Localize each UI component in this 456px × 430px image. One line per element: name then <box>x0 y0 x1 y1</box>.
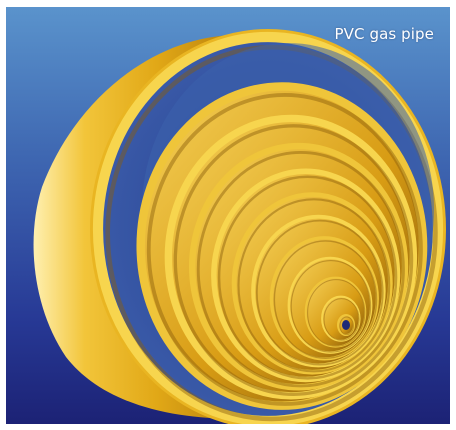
pipe-ring-shadow <box>237 198 391 373</box>
pipe-ring-rim <box>287 256 373 354</box>
innermost-hole <box>342 320 350 330</box>
pipe-ring-shadow <box>196 151 405 388</box>
pipe-ring-shadow <box>217 175 398 380</box>
pipe-ring-rim <box>337 314 355 336</box>
pipe-ring-rim <box>304 276 367 348</box>
pipe-ring-shadow <box>173 124 414 396</box>
pipe-ring-shadow <box>290 259 372 353</box>
pipe-ring-rim <box>92 31 444 424</box>
pipe-ring-rim <box>164 114 418 400</box>
image-caption: PVC gas pipe <box>334 25 434 43</box>
pipe-ring-rim <box>136 82 428 410</box>
pipe-ring-shadow <box>255 219 384 366</box>
pipe-ring-rim <box>231 192 393 375</box>
pipe-ring-rim <box>251 214 386 368</box>
pipe-rings <box>33 29 446 424</box>
pipe-ring-shadow <box>339 316 355 336</box>
pipe-ring-rim <box>188 142 409 391</box>
pipe-ring-shadow <box>146 93 423 406</box>
pipe-ring-rim <box>211 168 401 383</box>
pipe-illustration <box>6 7 450 424</box>
pipe-ring-rim <box>321 295 361 342</box>
pipe-ring-shadow <box>323 298 360 341</box>
pipe-ring-shadow <box>273 240 378 359</box>
pipe-ring-shadow <box>307 279 366 347</box>
photo: PVC gas pipe <box>6 7 450 424</box>
pipe-ring-rim <box>269 236 379 361</box>
